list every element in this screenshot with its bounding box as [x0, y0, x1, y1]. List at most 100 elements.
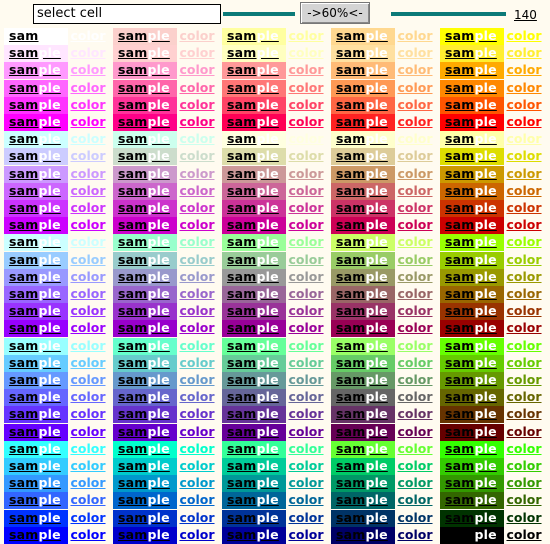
color-text-cell[interactable]: color	[506, 45, 542, 61]
cell-select-input[interactable]	[33, 4, 221, 24]
color-swatch-cell[interactable]: sample	[4, 354, 68, 372]
color-swatch-cell[interactable]: sample	[113, 131, 177, 149]
color-text-cell[interactable]: color	[506, 372, 542, 387]
color-text-cell[interactable]: color	[506, 96, 542, 112]
color-swatch-cell[interactable]: sample	[331, 268, 395, 286]
color-text-cell[interactable]: color	[397, 131, 433, 147]
color-swatch-cell[interactable]: sample	[440, 475, 504, 493]
color-text-cell[interactable]: color	[397, 28, 433, 43]
color-swatch-cell[interactable]: sample	[4, 165, 68, 183]
color-swatch-cell[interactable]: sample	[440, 200, 504, 217]
color-swatch-cell[interactable]: sample	[113, 45, 177, 63]
color-swatch-cell[interactable]: sample	[4, 509, 68, 527]
color-text-cell[interactable]: color	[288, 200, 324, 215]
color-swatch-cell[interactable]: sample	[222, 372, 286, 389]
color-swatch-cell[interactable]: sample	[222, 509, 286, 527]
color-text-cell[interactable]: color	[506, 165, 542, 181]
color-swatch-cell[interactable]: sample	[440, 217, 504, 235]
color-text-cell[interactable]: color	[288, 354, 324, 370]
color-swatch-cell[interactable]: sample	[331, 526, 395, 544]
color-text-cell[interactable]: color	[70, 62, 106, 78]
color-swatch-cell[interactable]: sample	[440, 406, 504, 424]
color-text-cell[interactable]: color	[179, 182, 215, 198]
color-text-cell[interactable]: color	[506, 423, 542, 439]
color-text-cell[interactable]: color	[70, 303, 106, 319]
color-swatch-cell[interactable]: sample	[331, 475, 395, 493]
color-text-cell[interactable]: color	[397, 217, 433, 233]
color-swatch-cell[interactable]: sample	[331, 251, 395, 269]
color-text-cell[interactable]: color	[179, 45, 215, 61]
color-text-cell[interactable]: color	[288, 492, 324, 508]
color-text-cell[interactable]: color	[397, 406, 433, 422]
color-text-cell[interactable]: color	[70, 182, 106, 198]
color-text-cell[interactable]: color	[70, 234, 106, 250]
color-swatch-cell[interactable]: sample	[331, 509, 395, 527]
color-swatch-cell[interactable]: sample	[222, 234, 286, 252]
color-text-cell[interactable]: color	[179, 114, 215, 129]
color-text-cell[interactable]: color	[506, 475, 542, 491]
color-swatch-cell[interactable]: sample	[4, 45, 68, 63]
color-swatch-cell[interactable]: sample	[222, 200, 286, 217]
color-swatch-cell[interactable]: sample	[331, 303, 395, 321]
color-swatch-cell[interactable]: sample	[113, 492, 177, 510]
color-text-cell[interactable]: color	[397, 62, 433, 78]
color-swatch-cell[interactable]: sample	[440, 320, 504, 338]
color-swatch-cell[interactable]: sample	[222, 268, 286, 286]
color-text-cell[interactable]: color	[179, 354, 215, 370]
color-text-cell[interactable]: color	[179, 509, 215, 525]
color-swatch-cell[interactable]: sample	[113, 337, 177, 355]
color-swatch-cell[interactable]: sample	[331, 114, 395, 131]
color-swatch-cell[interactable]: sample	[113, 320, 177, 338]
color-text-cell[interactable]: color	[179, 28, 215, 43]
color-swatch-cell[interactable]: sample	[222, 389, 286, 407]
color-text-cell[interactable]: color	[179, 320, 215, 336]
color-text-cell[interactable]: color	[70, 268, 106, 284]
color-text-cell[interactable]: color	[397, 286, 433, 301]
color-text-cell[interactable]: color	[179, 200, 215, 215]
color-swatch-cell[interactable]: sample	[331, 492, 395, 510]
color-text-cell[interactable]: color	[70, 45, 106, 61]
color-swatch-cell[interactable]: sample	[113, 458, 177, 475]
color-swatch-cell[interactable]: sample	[222, 475, 286, 493]
color-swatch-cell[interactable]: sample	[113, 182, 177, 200]
color-swatch-cell[interactable]: sample	[4, 62, 68, 80]
color-text-cell[interactable]: color	[70, 165, 106, 181]
color-text-cell[interactable]: color	[397, 96, 433, 112]
color-text-cell[interactable]: color	[288, 217, 324, 233]
color-swatch-cell[interactable]: sample	[440, 131, 504, 149]
color-text-cell[interactable]: color	[179, 79, 215, 95]
color-swatch-cell[interactable]: sample	[222, 148, 286, 166]
color-swatch-cell[interactable]: sample	[222, 406, 286, 424]
color-text-cell[interactable]: color	[506, 303, 542, 319]
color-swatch-cell[interactable]: sample	[331, 96, 395, 114]
color-swatch-cell[interactable]: sample	[113, 526, 177, 544]
color-text-cell[interactable]: color	[179, 165, 215, 181]
color-text-cell[interactable]: color	[397, 354, 433, 370]
color-text-cell[interactable]: color	[506, 354, 542, 370]
color-text-cell[interactable]: color	[506, 286, 542, 301]
color-swatch-cell[interactable]: sample	[440, 526, 504, 544]
color-swatch-cell[interactable]: sample	[113, 509, 177, 527]
color-swatch-cell[interactable]: sample	[113, 440, 177, 458]
color-swatch-cell[interactable]: sample	[222, 62, 286, 80]
color-text-cell[interactable]: color	[288, 182, 324, 198]
color-swatch-cell[interactable]: sample	[113, 286, 177, 303]
color-swatch-cell[interactable]: sample	[4, 251, 68, 269]
color-swatch-cell[interactable]: sample	[331, 165, 395, 183]
color-text-cell[interactable]: color	[397, 148, 433, 164]
color-swatch-cell[interactable]: sample	[440, 114, 504, 131]
color-swatch-cell[interactable]: sample	[113, 303, 177, 321]
color-text-cell[interactable]: color	[179, 96, 215, 112]
color-text-cell[interactable]: color	[397, 458, 433, 473]
color-swatch-cell[interactable]: sample	[440, 440, 504, 458]
color-swatch-cell[interactable]: sample	[440, 458, 504, 475]
color-swatch-cell[interactable]: sample	[113, 372, 177, 389]
color-text-cell[interactable]: color	[397, 423, 433, 439]
color-swatch-cell[interactable]: sample	[4, 440, 68, 458]
color-swatch-cell[interactable]: sample	[331, 440, 395, 458]
color-text-cell[interactable]: color	[70, 526, 106, 542]
color-swatch-cell[interactable]: sample	[440, 389, 504, 407]
color-text-cell[interactable]: color	[288, 337, 324, 353]
color-swatch-cell[interactable]: sample	[4, 389, 68, 407]
color-text-cell[interactable]: color	[288, 251, 324, 267]
